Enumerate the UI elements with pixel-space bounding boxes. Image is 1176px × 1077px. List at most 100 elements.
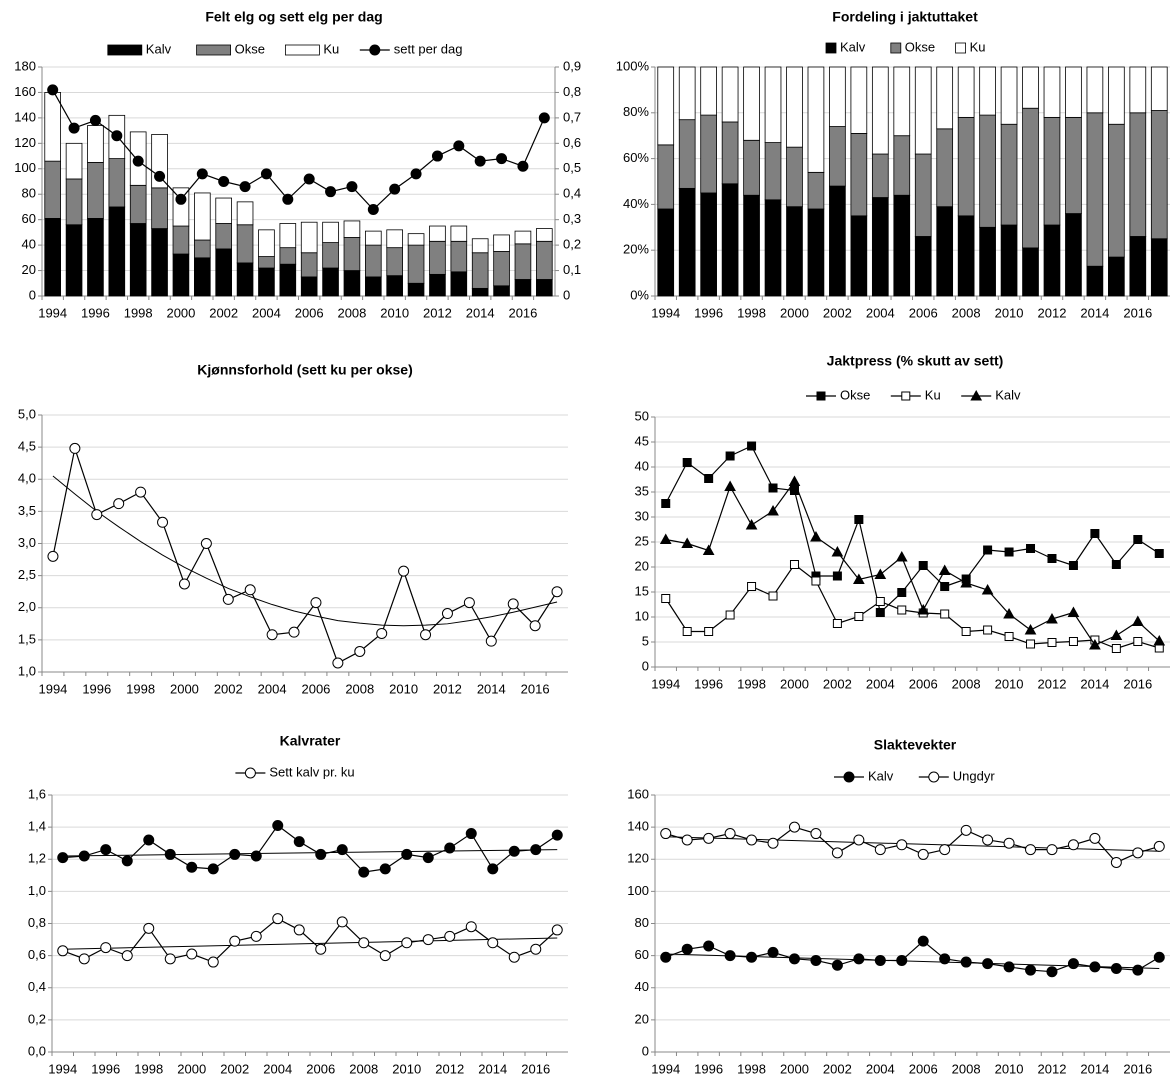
data-point: [1068, 637, 1078, 646]
data-point: [401, 937, 413, 949]
data-line: [52, 89, 545, 211]
y-tick-label: 3,0: [18, 535, 36, 550]
x-tick-label: 1994: [48, 1061, 77, 1076]
x-tick-label: 1994: [651, 1061, 680, 1076]
bar-segment: [1000, 224, 1018, 297]
bar-segment: [1065, 66, 1082, 118]
data-point: [960, 576, 972, 588]
bar-segment: [1043, 116, 1061, 226]
bar-segment: [44, 217, 61, 297]
bar-segment: [979, 114, 996, 228]
data-point: [272, 820, 284, 832]
y2-tick-label: 0,3: [563, 211, 581, 226]
data-point: [917, 935, 929, 947]
bar-segment: [300, 221, 318, 254]
x-tick-label: 1998: [126, 681, 155, 696]
data-point: [681, 943, 693, 955]
legend-label: Kalv: [840, 39, 866, 54]
data-line: [665, 480, 1160, 646]
legend-swatch: [955, 42, 966, 54]
y-tick-label: 20: [635, 558, 649, 573]
data-point: [315, 848, 327, 860]
data-point: [768, 591, 778, 601]
x-tick-label: 2010: [380, 305, 409, 320]
bar-segment: [407, 282, 425, 297]
data-point: [143, 922, 155, 934]
data-point: [1004, 547, 1014, 557]
data-point: [207, 956, 219, 968]
y2-tick-label: 0,8: [563, 84, 581, 99]
bar-segment: [871, 66, 889, 155]
y-tick-label: 0,8: [28, 915, 46, 930]
data-point: [530, 943, 542, 955]
legend-label: Kalv: [995, 387, 1021, 402]
data-point: [768, 483, 778, 493]
data-point: [250, 930, 262, 942]
legend-label: Kalv: [868, 768, 894, 783]
data-point: [474, 155, 486, 167]
legend-label: Ku: [970, 39, 986, 54]
data-point: [422, 934, 434, 946]
data-point: [702, 544, 715, 555]
bar-segment: [764, 66, 782, 143]
bar-segment: [936, 206, 954, 297]
data-point: [1046, 844, 1058, 856]
data-point: [389, 183, 401, 195]
data-point: [508, 951, 520, 963]
bar-segment: [743, 139, 760, 196]
data-point: [724, 480, 736, 491]
bar-segment: [657, 208, 675, 297]
trend-line: [665, 953, 1160, 969]
bar-segment: [194, 239, 211, 259]
x-tick-label: 2000: [780, 1061, 809, 1076]
data-point: [444, 842, 456, 854]
x-tick-label: 2006: [301, 681, 330, 696]
data-point: [164, 953, 176, 965]
x-tick-label: 1996: [694, 1061, 723, 1076]
data-point: [724, 828, 736, 840]
legend-label: Okse: [905, 39, 935, 54]
legend-label: Ungdyr: [953, 768, 996, 783]
legend-marker: [928, 771, 940, 783]
bar-segment: [236, 262, 254, 297]
y-tick-label: 20: [635, 1011, 649, 1026]
data-point: [89, 114, 101, 126]
y-tick-label: 160: [14, 84, 36, 99]
y-tick-label: 45: [635, 433, 649, 448]
data-point: [1131, 615, 1144, 626]
data-point: [874, 954, 886, 966]
data-point: [496, 153, 508, 165]
bar-segment: [1129, 112, 1147, 237]
x-tick-label: 2014: [477, 681, 506, 696]
x-tick-label: 2004: [866, 676, 895, 691]
legend-swatch: [825, 42, 837, 54]
y2-tick-label: 0,4: [563, 186, 581, 201]
data-point: [682, 458, 692, 467]
bar-segment: [300, 276, 318, 297]
bar-segment: [700, 192, 717, 297]
bar-segment: [493, 234, 510, 252]
data-line: [665, 563, 1160, 650]
data-point: [1068, 561, 1078, 570]
x-tick-label: 2016: [508, 305, 537, 320]
legend-marker: [244, 767, 256, 779]
bar-segment: [1086, 66, 1104, 114]
x-tick-label: 2016: [521, 681, 550, 696]
bar-segment: [514, 279, 532, 297]
chart-title: Felt elg og sett elg per dag: [205, 9, 382, 25]
y2-tick-label: 0: [563, 287, 570, 302]
bar-segment: [493, 285, 510, 297]
data-point: [810, 828, 822, 840]
bar-segment: [386, 275, 403, 297]
data-point: [336, 916, 348, 928]
bar-segment: [1022, 107, 1039, 249]
data-point: [831, 847, 843, 859]
bar-segment: [87, 125, 104, 163]
bar-segment: [343, 220, 361, 238]
data-point: [1067, 958, 1079, 970]
bar-segment: [957, 66, 975, 118]
data-point: [746, 951, 758, 963]
x-tick-label: 2002: [220, 1061, 249, 1076]
data-line: [52, 446, 558, 664]
data-point: [1153, 951, 1165, 963]
